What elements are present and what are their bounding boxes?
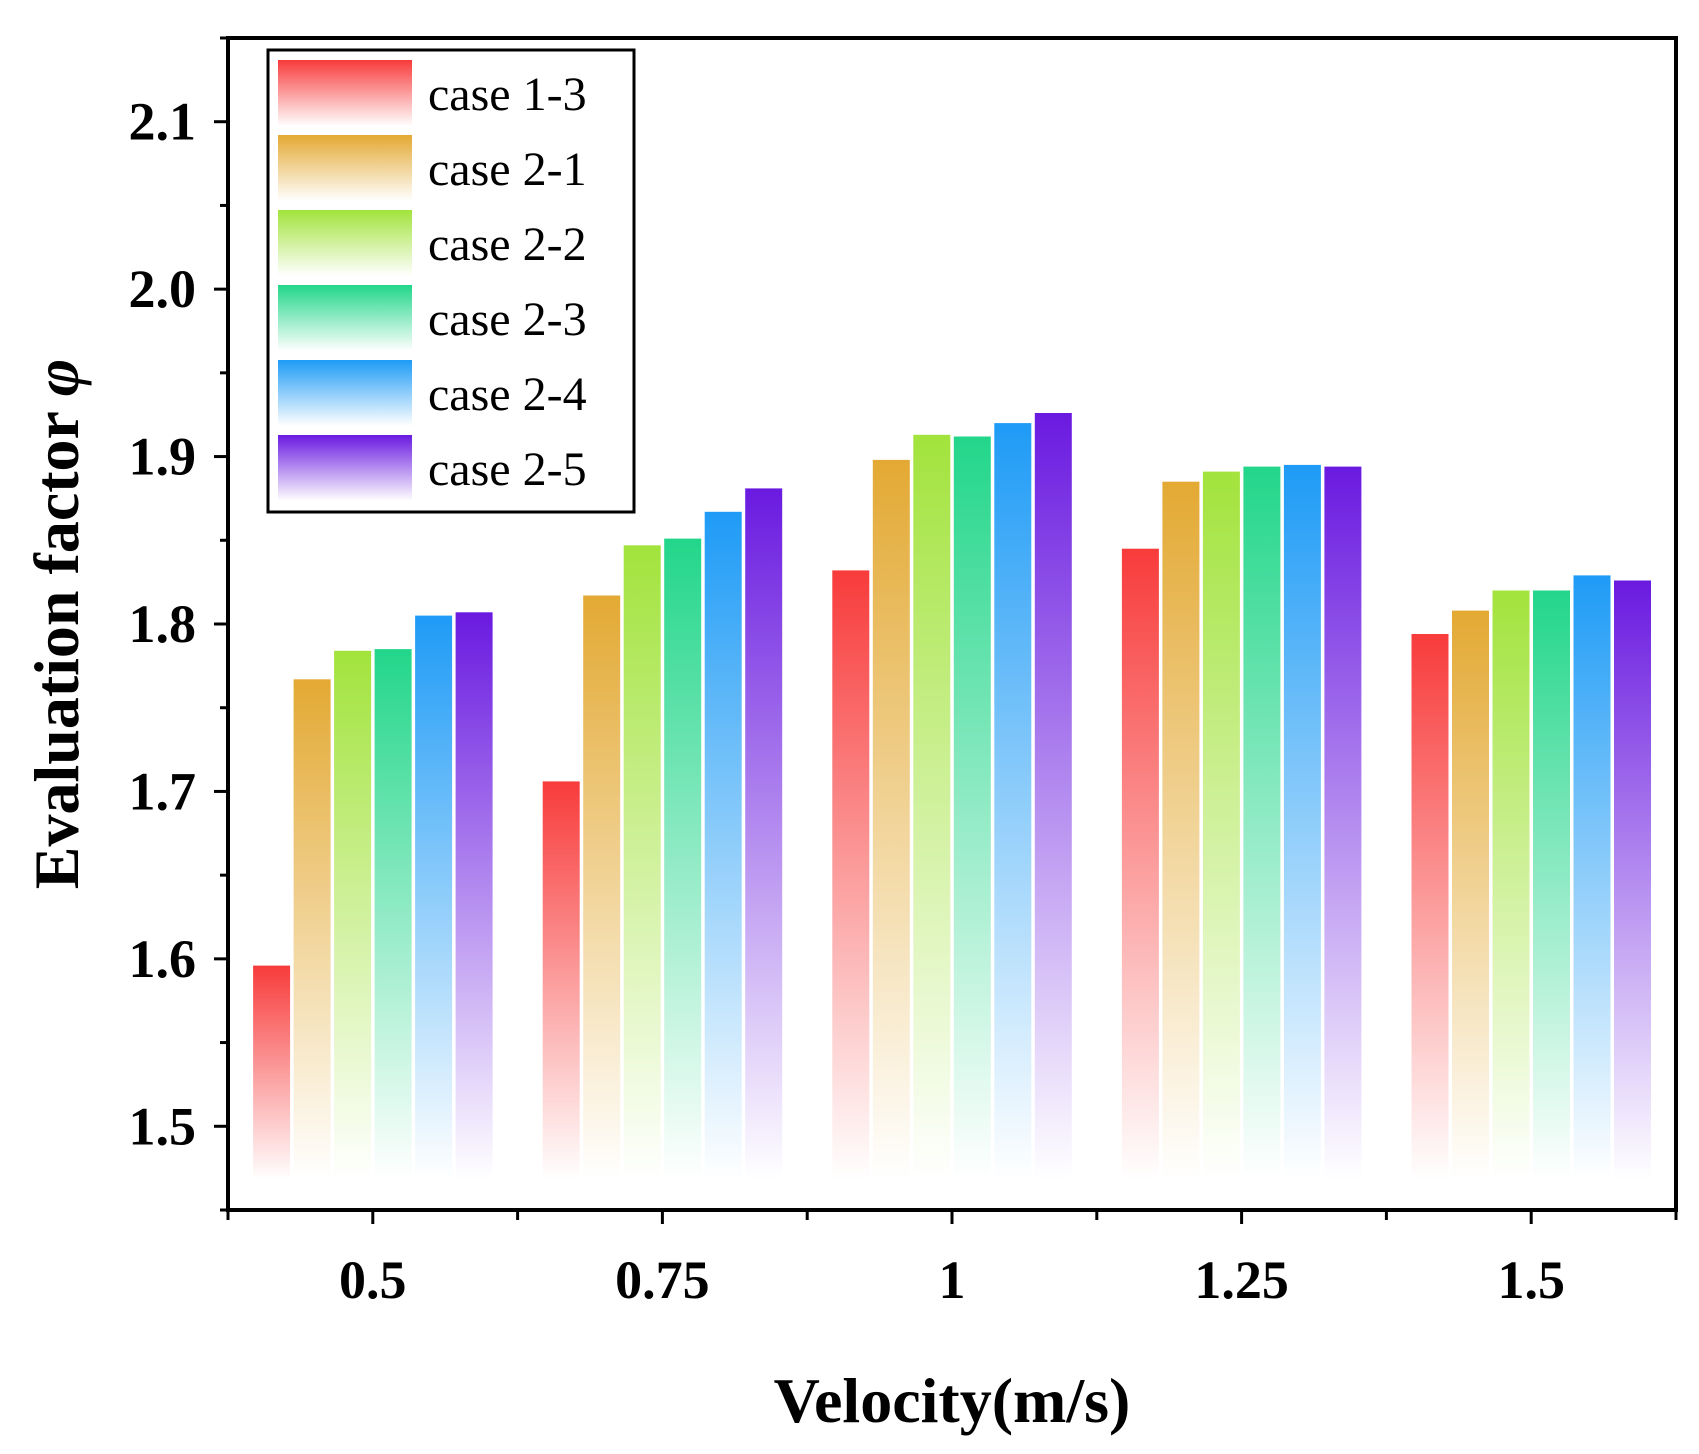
legend-swatch-case-2-3 [278, 285, 412, 351]
bar-case-2-1-1.25 [1162, 481, 1200, 1180]
y-tick-label: 1.7 [129, 761, 197, 821]
x-tick-label: 1 [939, 1250, 966, 1310]
y-axis-title: Evaluation factor φ [21, 359, 92, 889]
bar-case-2-4-1.25 [1283, 464, 1321, 1180]
legend-swatch-case-2-1 [278, 135, 412, 201]
bar-case-2-2-0.5 [334, 650, 372, 1180]
bar-case-2-5-1 [1034, 413, 1072, 1180]
bar-case-2-2-0.75 [623, 545, 661, 1180]
bars-layer [253, 413, 1651, 1180]
bar-case-2-1-0.5 [293, 679, 331, 1180]
bar-case-2-4-1 [994, 423, 1032, 1180]
legend-swatch-case-2-4 [278, 360, 412, 426]
bar-case-2-4-0.75 [704, 511, 742, 1180]
y-axis: 1.5 1.6 1.7 1.8 1.9 2.0 2.1 [129, 36, 228, 1212]
bar-case-2-1-1 [872, 459, 910, 1180]
x-tick-label: 1.25 [1194, 1250, 1289, 1310]
bar-case-2-3-0.5 [374, 649, 412, 1180]
legend-label-case-2-2: case 2-2 [428, 218, 587, 271]
legend-label-case-2-1: case 2-1 [428, 143, 587, 196]
y-tick-label: 1.8 [129, 594, 197, 654]
legend-label-case-1-3: case 1-3 [428, 68, 587, 121]
legend: case 1-3 case 2-1 case 2-2 case 2-3 case 2-4… [266, 48, 636, 514]
y-tick-label: 1.6 [129, 929, 197, 989]
legend-label-case-2-3: case 2-3 [428, 293, 587, 346]
bar-case-2-3-1.5 [1533, 590, 1570, 1180]
y-tick-label: 2.0 [129, 259, 197, 319]
bar-case-1-3-1.5 [1411, 634, 1449, 1180]
bar-case-2-1-0.75 [583, 595, 621, 1180]
bar-case-2-4-1.5 [1573, 575, 1611, 1180]
bar-case-2-1-1.5 [1452, 610, 1489, 1180]
bar-case-2-3-0.75 [664, 538, 702, 1180]
legend-swatch-case-2-5 [278, 435, 412, 501]
bar-case-2-3-1 [953, 436, 991, 1180]
y-tick-label: 2.1 [129, 92, 197, 152]
legend-label-case-2-4: case 2-4 [428, 368, 587, 421]
bar-case-2-5-1.25 [1324, 466, 1362, 1180]
y-tick-label: 1.9 [129, 427, 197, 487]
bar-case-2-5-1.5 [1614, 580, 1651, 1180]
bar-case-1-3-1 [832, 570, 870, 1180]
legend-label-case-2-5: case 2-5 [428, 443, 587, 496]
bar-case-1-3-1.25 [1121, 548, 1159, 1180]
bar-case-1-3-0.75 [542, 781, 580, 1180]
bar-case-2-5-0.75 [745, 488, 783, 1180]
x-tick-label: 0.5 [339, 1250, 407, 1310]
bar-case-2-4-0.5 [415, 615, 453, 1180]
bar-case-2-2-1.5 [1492, 590, 1530, 1180]
bar-case-2-2-1.25 [1202, 471, 1240, 1180]
bar-case-2-3-1.25 [1243, 466, 1281, 1180]
x-tick-label: 0.75 [615, 1250, 710, 1310]
y-tick-label: 1.5 [129, 1096, 197, 1156]
y-axis-title-text: Evaluation factor [21, 396, 92, 889]
y-axis-title-symbol: φ [21, 359, 92, 396]
legend-swatch-case-1-3 [278, 60, 412, 126]
bar-case-2-5-0.5 [455, 612, 493, 1180]
x-axis-title: Velocity(m/s) [774, 1365, 1131, 1436]
bar-case-1-3-0.5 [253, 965, 291, 1180]
bar-case-2-2-1 [913, 434, 951, 1180]
x-axis: 0.5 0.75 1 1.25 1.5 [226, 1210, 1678, 1310]
legend-swatch-case-2-2 [278, 210, 412, 276]
x-tick-label: 1.5 [1497, 1250, 1565, 1310]
